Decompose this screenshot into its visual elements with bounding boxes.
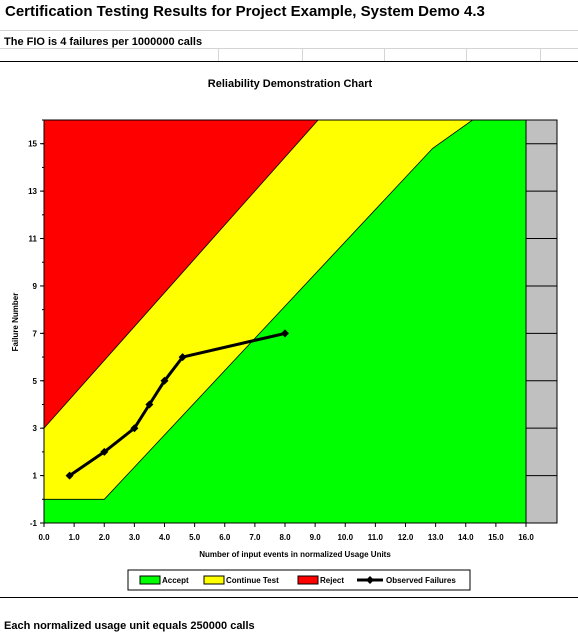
x-tick-label: 15.0: [488, 533, 504, 542]
footer-note: Each normalized usage unit equals 250000…: [4, 620, 255, 632]
grid-column-line: [384, 49, 385, 61]
plot-background: [526, 120, 557, 523]
grid-column-line: [218, 49, 219, 61]
grid-column-line: [540, 49, 541, 61]
y-tick-label: 3: [33, 424, 38, 433]
observed-failure-point: [281, 329, 289, 338]
legend-reject-swatch: [297, 575, 319, 585]
x-tick-label: 7.0: [249, 533, 261, 542]
x-tick-label: 4.0: [159, 533, 171, 542]
y-tick-label: 15: [28, 140, 37, 149]
x-tick-label: 2.0: [99, 533, 111, 542]
observed-failure-point: [130, 424, 139, 433]
grid-column-line: [466, 49, 467, 61]
observed-failure-point: [65, 471, 74, 480]
x-tick-label: 13.0: [428, 533, 444, 542]
y-tick-label: 1: [33, 472, 38, 481]
y-axis-label: Failure Number: [11, 293, 20, 352]
observed-failure-point: [178, 353, 187, 362]
fio-row: [0, 31, 578, 49]
x-tick-label: 6.0: [219, 533, 231, 542]
x-tick-label: 5.0: [189, 533, 201, 542]
x-tick-label: 12.0: [398, 533, 414, 542]
legend-reject-label: Reject: [320, 576, 344, 585]
fio-text: The FIO is 4 failures per 1000000 calls: [4, 36, 203, 48]
y-tick-label: 13: [28, 187, 37, 196]
chart-area[interactable]: Reliability Demonstration Chart -1 1 3 5 7 9 1…: [0, 61, 578, 598]
legend-continue-test-label: Continue Test: [226, 576, 279, 585]
plot-right-band: [526, 120, 557, 523]
series-layer: [65, 329, 289, 480]
x-tick-label: 1.0: [69, 533, 81, 542]
y-tick-label: 7: [33, 329, 38, 338]
y-tick-label: 9: [33, 282, 38, 291]
x-tick-label: 0.0: [38, 533, 50, 542]
x-axis-label: Number of input events in normalized Usa…: [199, 550, 391, 559]
y-tick-label: 11: [29, 235, 38, 244]
x-tick-label: 3.0: [129, 533, 141, 542]
plot-frame: [43, 119, 558, 524]
legend: Accept Continue Test Reject Observed Failur…: [127, 569, 471, 591]
x-tick-label: 14.0: [458, 533, 474, 542]
region-layer: [44, 120, 526, 523]
title-row: [0, 0, 578, 31]
observed-failure-point: [145, 400, 154, 409]
grid-column-line: [302, 49, 303, 61]
y-tick-label: -1: [30, 519, 38, 528]
reject-region: [44, 120, 319, 429]
y-tick-label: 5: [33, 377, 38, 386]
x-tick-label: 16.0: [518, 533, 534, 542]
chart-title: Reliability Demonstration Chart: [208, 78, 373, 90]
x-tick-label: 10.0: [337, 533, 353, 542]
x-tick-label: 9.0: [310, 533, 322, 542]
legend-observed-failures-marker: [366, 576, 374, 584]
reliability-chart: Reliability Demonstration Chart -1135791…: [11, 78, 558, 591]
legend-accept-swatch: [139, 575, 161, 585]
legend-accept-label: Accept: [162, 576, 189, 585]
observed-failure-point: [100, 447, 109, 456]
legend-continue-test-swatch: [203, 575, 225, 585]
observed-failure-point: [160, 376, 169, 385]
x-tick-label: 8.0: [279, 533, 291, 542]
x-tick-label: 11.0: [368, 533, 384, 542]
legend-observed-failures-label: Observed Failures: [386, 576, 456, 585]
sheet-title: Certification Testing Results for Projec…: [5, 3, 485, 20]
